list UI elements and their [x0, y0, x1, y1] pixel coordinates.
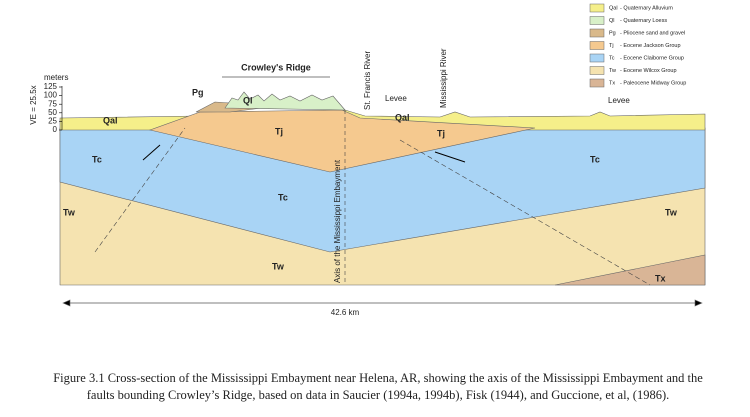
legend-label: - Eocene Wilcox Group — [620, 68, 677, 74]
fault-left — [94, 127, 186, 253]
ridge-label: Crowley's Ridge — [241, 62, 311, 72]
scale-label: 100 — [44, 91, 58, 100]
arrow-head — [694, 299, 703, 307]
legend-label: - Eocene Jackson Group — [620, 43, 681, 49]
legend-swatch — [589, 41, 605, 50]
legend-swatch — [589, 3, 605, 13]
legend: Qal - Quaternary Alluvium Ql - Quaternary L… — [589, 3, 686, 88]
tw-label: Tw — [272, 261, 285, 271]
legend-swatch — [589, 53, 605, 63]
pg-label: Pg — [192, 87, 204, 97]
scale-label: 50 — [48, 108, 57, 117]
tc-label: Tc — [590, 154, 600, 164]
legend-swatch — [589, 66, 605, 75]
levee-label: Levee — [385, 94, 407, 103]
river-label: St. Francis River — [363, 51, 372, 110]
legend-swatch — [589, 28, 605, 38]
legend-swatch — [589, 16, 605, 25]
legend-label: - Quaternary Alluvium — [620, 5, 673, 11]
scale-label: 125 — [44, 82, 58, 91]
caption: Figure 3.1 Cross-section of the Mississi… — [53, 371, 703, 385]
qal-label: Qal — [103, 115, 118, 125]
legend-label: - Quaternary Loess — [620, 18, 667, 24]
caption: faults bounding Crowley’s Ridge, based o… — [87, 388, 670, 402]
legend-code: Tj — [609, 43, 614, 49]
legend-label: - Eocene Claiborne Group — [620, 55, 684, 61]
legend-code: Tw — [609, 68, 616, 74]
distance-label: 42.6 km — [331, 308, 360, 317]
legend-code: Qal — [609, 5, 618, 11]
tj-label: Tj — [275, 126, 283, 136]
fault-right — [399, 139, 651, 286]
tw-label: Tw — [63, 207, 76, 217]
legend-code: Tx — [609, 80, 615, 86]
scale-label: 25 — [48, 117, 57, 126]
levee-label: Levee — [608, 96, 630, 105]
tc-label: Tc — [92, 154, 102, 164]
tx-label: Tx — [655, 273, 666, 283]
tx-layer — [554, 254, 706, 286]
ql-hills — [224, 91, 346, 111]
fault-arrow — [142, 144, 161, 161]
arrow-head — [62, 299, 71, 307]
qal-label: Qal — [395, 112, 410, 122]
cross-section — [59, 76, 706, 307]
legend-code: Tc — [609, 55, 615, 61]
legend-code: Pg — [609, 30, 616, 36]
ql-label: Ql — [243, 95, 253, 105]
scale-label: 75 — [48, 99, 57, 108]
legend-label: - Pliocene sand and gravel — [620, 30, 685, 36]
tj-label: Tj — [437, 128, 445, 138]
tc-label: Tc — [278, 192, 288, 202]
legend-swatch — [589, 78, 605, 88]
legend-label: - Paleocene Midway Group — [620, 80, 686, 86]
unit: meters — [44, 73, 68, 82]
axis-label: Axis of the Mississippi Embayment — [333, 159, 342, 283]
scale-label: 0 — [53, 125, 58, 134]
tw-label: Tw — [665, 207, 678, 217]
ve: VE = 25.5x — [29, 85, 38, 124]
river-label: Mississippi River — [439, 48, 448, 108]
fault-arrow — [434, 151, 466, 163]
legend-code: Ql — [609, 18, 615, 24]
